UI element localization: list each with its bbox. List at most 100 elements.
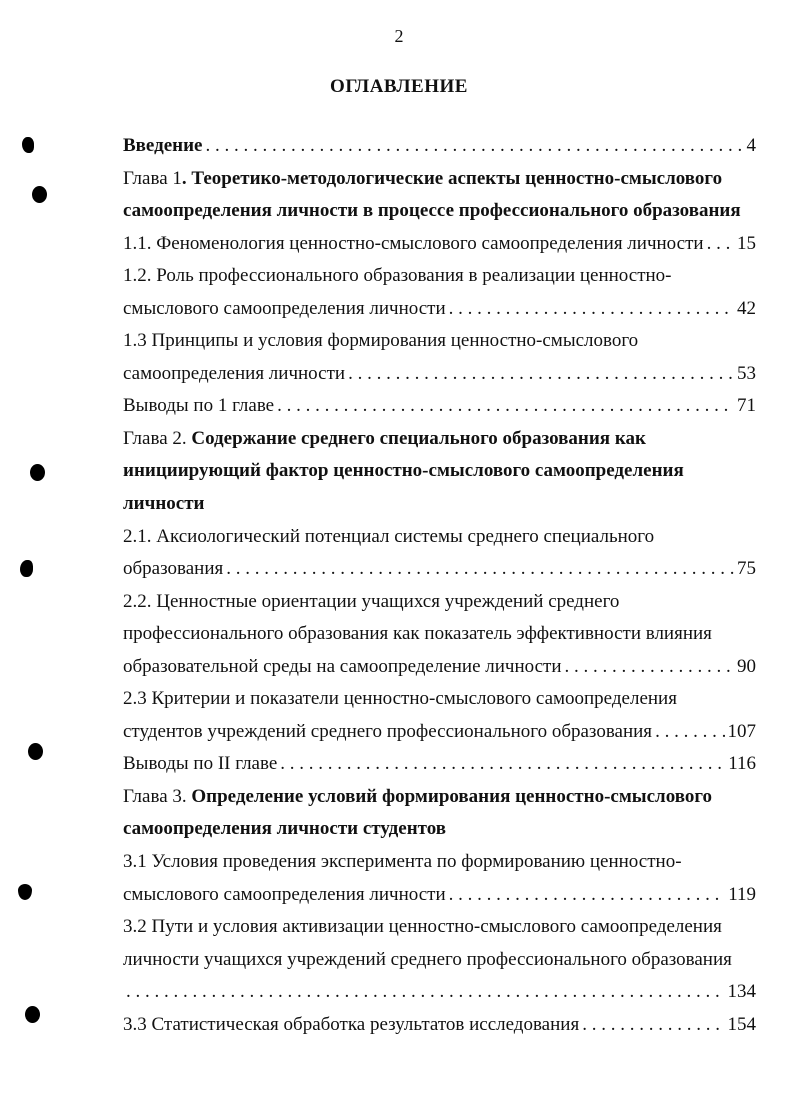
toc-text-regular: самоопределения личности	[123, 362, 346, 384]
toc-page-number: 90	[737, 655, 756, 677]
toc-entry: 1.2. Роль профессионального образования …	[123, 260, 756, 325]
toc-line-text: 2.2. Ценностные ориентации учащихся учре…	[123, 586, 619, 619]
toc-line-text: самоопределения личности	[123, 358, 345, 391]
toc-text-regular: 3.3 Статистическая обработка результатов…	[123, 1013, 580, 1035]
toc-line-text: личности учащихся учреждений среднего пр…	[123, 944, 732, 977]
scan-mark	[32, 186, 47, 203]
dot-leader	[582, 1009, 724, 1042]
toc-text-regular: 3.1 Условия проведения эксперимента по ф…	[123, 851, 682, 873]
toc-line: Выводы по II главе 116	[123, 748, 756, 781]
toc-text-regular: 1.2. Роль профессионального образования …	[123, 265, 672, 287]
toc-line: самоопределения личности в процессе проф…	[123, 195, 756, 228]
toc-text-bold: . Теоретико-методологические аспекты цен…	[181, 167, 723, 189]
toc-text-bold: инициирующий фактор ценностно-смыслового…	[123, 460, 684, 482]
toc-text-regular: Выводы по 1 главе	[123, 395, 275, 417]
toc-line-text: личности	[123, 488, 204, 521]
toc-entry: Глава 1. Теоретико-методологические аспе…	[123, 163, 756, 228]
toc-line-text: Глава 2. Содержание среднего специальног…	[123, 423, 646, 456]
toc-line-text: Выводы по 1 главе	[123, 390, 274, 423]
toc-line-text: 1.3 Принципы и условия формирования ценн…	[123, 325, 638, 358]
toc-line-text: 1.2. Роль профессионального образования …	[123, 260, 672, 293]
toc-text-bold: личности	[123, 493, 205, 515]
scan-mark	[28, 743, 43, 760]
toc-line-text: студентов учреждений среднего профессион…	[123, 716, 652, 749]
toc-line-text: самоопределения личности студентов	[123, 813, 446, 846]
toc-line-text: 3.1 Условия проведения эксперимента по ф…	[123, 846, 682, 879]
toc-line: студентов учреждений среднего профессион…	[123, 716, 756, 749]
toc-page-number: 75	[737, 558, 756, 580]
toc-entry: Введение 4	[123, 130, 756, 163]
toc-line-text: Глава 3. Определение условий формировани…	[123, 781, 712, 814]
scan-mark	[22, 137, 34, 153]
toc-line: личности	[123, 488, 756, 521]
toc-entry: 3.1 Условия проведения эксперимента по ф…	[123, 846, 756, 911]
toc-entry: 2.3 Критерии и показатели ценностно-смыс…	[123, 683, 756, 748]
toc-entry: Глава 3. Определение условий формировани…	[123, 781, 756, 846]
toc-line: смыслового самоопределения личности 42	[123, 293, 756, 326]
toc-line-text: образования	[123, 553, 223, 586]
table-of-contents: Введение 4 Глава 1. Теоретико-методологиче…	[123, 130, 756, 1041]
toc-entry: Выводы по II главе 116	[123, 748, 756, 781]
toc-page-number: 107	[727, 720, 757, 742]
toc-text-bold: самоопределения личности в процессе проф…	[123, 200, 741, 222]
toc-entry: 1.3 Принципы и условия формирования ценн…	[123, 325, 756, 390]
toc-line: самоопределения личности студентов	[123, 813, 756, 846]
toc-text-regular: 1.1. Феноменология ценностно-смыслового …	[123, 232, 704, 254]
toc-page-number: 42	[737, 297, 756, 319]
toc-line: Глава 1. Теоретико-методологические аспе…	[123, 163, 756, 196]
toc-line-text: 3.2 Пути и условия активизации ценностно…	[123, 911, 722, 944]
toc-line: 134	[123, 976, 757, 1009]
dot-leader	[226, 553, 734, 586]
toc-text-regular: Глава 1	[123, 167, 182, 189]
toc-line: личности учащихся учреждений среднего пр…	[123, 944, 756, 977]
toc-entry: 1.1. Феноменология ценностно-смыслового …	[123, 228, 756, 261]
toc-text-regular: 2.2. Ценностные ориентации учащихся учре…	[123, 590, 620, 612]
dot-leader	[126, 976, 725, 1009]
toc-line: Глава 2. Содержание среднего специальног…	[123, 423, 756, 456]
toc-line: 3.1 Условия проведения эксперимента по ф…	[123, 846, 756, 879]
toc-text-regular: образовательной среды на самоопределение…	[123, 655, 562, 677]
toc-entry: 3.2 Пути и условия активизации ценностно…	[123, 911, 756, 1009]
toc-entry: 2.2. Ценностные ориентации учащихся учре…	[123, 586, 756, 684]
dot-leader	[348, 358, 734, 391]
toc-line: профессионального образования как показа…	[123, 618, 756, 651]
toc-text-regular: студентов учреждений среднего профессион…	[123, 720, 653, 742]
dot-leader	[206, 130, 744, 163]
toc-line: образовательной среды на самоопределение…	[123, 651, 756, 684]
dot-leader	[277, 390, 734, 423]
toc-text-bold: Содержание среднего специального образов…	[191, 427, 646, 449]
toc-page-number: 119	[728, 883, 756, 905]
page-number: 2	[394, 26, 404, 46]
toc-text-regular: 2.1. Аксиологический потенциал системы с…	[123, 525, 655, 547]
scan-mark	[18, 884, 32, 900]
toc-line: Выводы по 1 главе 71	[123, 390, 756, 423]
dot-leader	[707, 228, 734, 261]
scan-mark	[20, 560, 33, 577]
toc-text-regular: 3.2 Пути и условия активизации ценностно…	[123, 916, 722, 938]
toc-page-number: 116	[728, 753, 756, 775]
toc-entry: Глава 2. Содержание среднего специальног…	[123, 423, 756, 521]
toc-text-bold: Введение	[123, 135, 203, 156]
toc-page-number: 15	[737, 232, 756, 254]
toc-line: 1.1. Феноменология ценностно-смыслового …	[123, 228, 756, 261]
toc-line: 3.3 Статистическая обработка результатов…	[123, 1009, 756, 1042]
dot-leader	[280, 748, 725, 781]
toc-line-text: 3.3 Статистическая обработка результатов…	[123, 1009, 579, 1042]
toc-line-text: Глава 1. Теоретико-методологические аспе…	[123, 163, 722, 196]
toc-line-text: образовательной среды на самоопределение…	[123, 651, 562, 684]
toc-page-number: 4	[746, 135, 757, 156]
toc-entry: 3.3 Статистическая обработка результатов…	[123, 1009, 756, 1042]
scan-mark	[25, 1006, 40, 1023]
toc-entry: Выводы по 1 главе 71	[123, 390, 756, 423]
toc-line-text: Выводы по II главе	[123, 748, 277, 781]
toc-line: самоопределения личности 53	[123, 358, 756, 391]
toc-text-regular: образования	[123, 558, 224, 580]
toc-line: образования 75	[123, 553, 756, 586]
toc-entry: 2.1. Аксиологический потенциал системы с…	[123, 521, 756, 586]
scan-mark	[30, 464, 45, 481]
toc-line-text: инициирующий фактор ценностно-смыслового…	[123, 455, 684, 488]
toc-text-regular: 2.3 Критерии и показатели ценностно-смыс…	[123, 688, 677, 710]
toc-line: 1.2. Роль профессионального образования …	[123, 260, 756, 293]
toc-line-text: 2.3 Критерии и показатели ценностно-смыс…	[123, 683, 677, 716]
dot-leader	[449, 879, 726, 912]
